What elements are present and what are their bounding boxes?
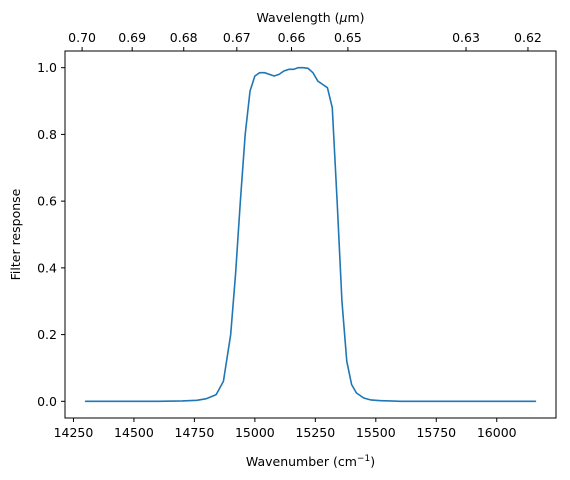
x-tick-label: 14500 bbox=[114, 425, 154, 440]
top-tick-label: 0.62 bbox=[514, 30, 542, 45]
x-tick-label: 14750 bbox=[175, 425, 215, 440]
top-tick-label: 0.66 bbox=[278, 30, 306, 45]
x-tick-label: 15250 bbox=[295, 425, 335, 440]
y-tick-label: 0.8 bbox=[37, 127, 57, 142]
x-tick-label: 15750 bbox=[416, 425, 456, 440]
x-tick-label: 16000 bbox=[477, 425, 517, 440]
top-tick-label: 0.67 bbox=[223, 30, 251, 45]
x-tick-label: 15500 bbox=[356, 425, 396, 440]
top-tick-label: 0.69 bbox=[118, 30, 146, 45]
plot-layer bbox=[84, 66, 537, 403]
ticks-layer: 14250 14500 14750 15000 15250 15500 15750 16000… bbox=[37, 30, 542, 440]
y-tick-label: 0.2 bbox=[37, 327, 57, 342]
top-tick-label: 0.70 bbox=[68, 30, 96, 45]
x-tick-label: 15000 bbox=[235, 425, 275, 440]
y-tick-label: 0.6 bbox=[37, 194, 57, 209]
y-tick-label: 0.4 bbox=[37, 260, 57, 275]
plot-frame bbox=[64, 50, 557, 419]
x-axis-title: Wavenumber (cm−1) bbox=[246, 454, 375, 469]
top-tick-label: 0.68 bbox=[170, 30, 198, 45]
y-tick-label: 1.0 bbox=[37, 60, 57, 75]
y-axis-title: Filter response bbox=[8, 188, 23, 280]
top-tick-label: 0.63 bbox=[452, 30, 480, 45]
filter-response-line bbox=[84, 66, 537, 403]
top-axis-title: Wavelength (μm) bbox=[256, 10, 364, 25]
y-tick-label: 0.0 bbox=[37, 394, 57, 409]
top-tick-label: 0.65 bbox=[334, 30, 362, 45]
x-tick-label: 14250 bbox=[54, 425, 94, 440]
